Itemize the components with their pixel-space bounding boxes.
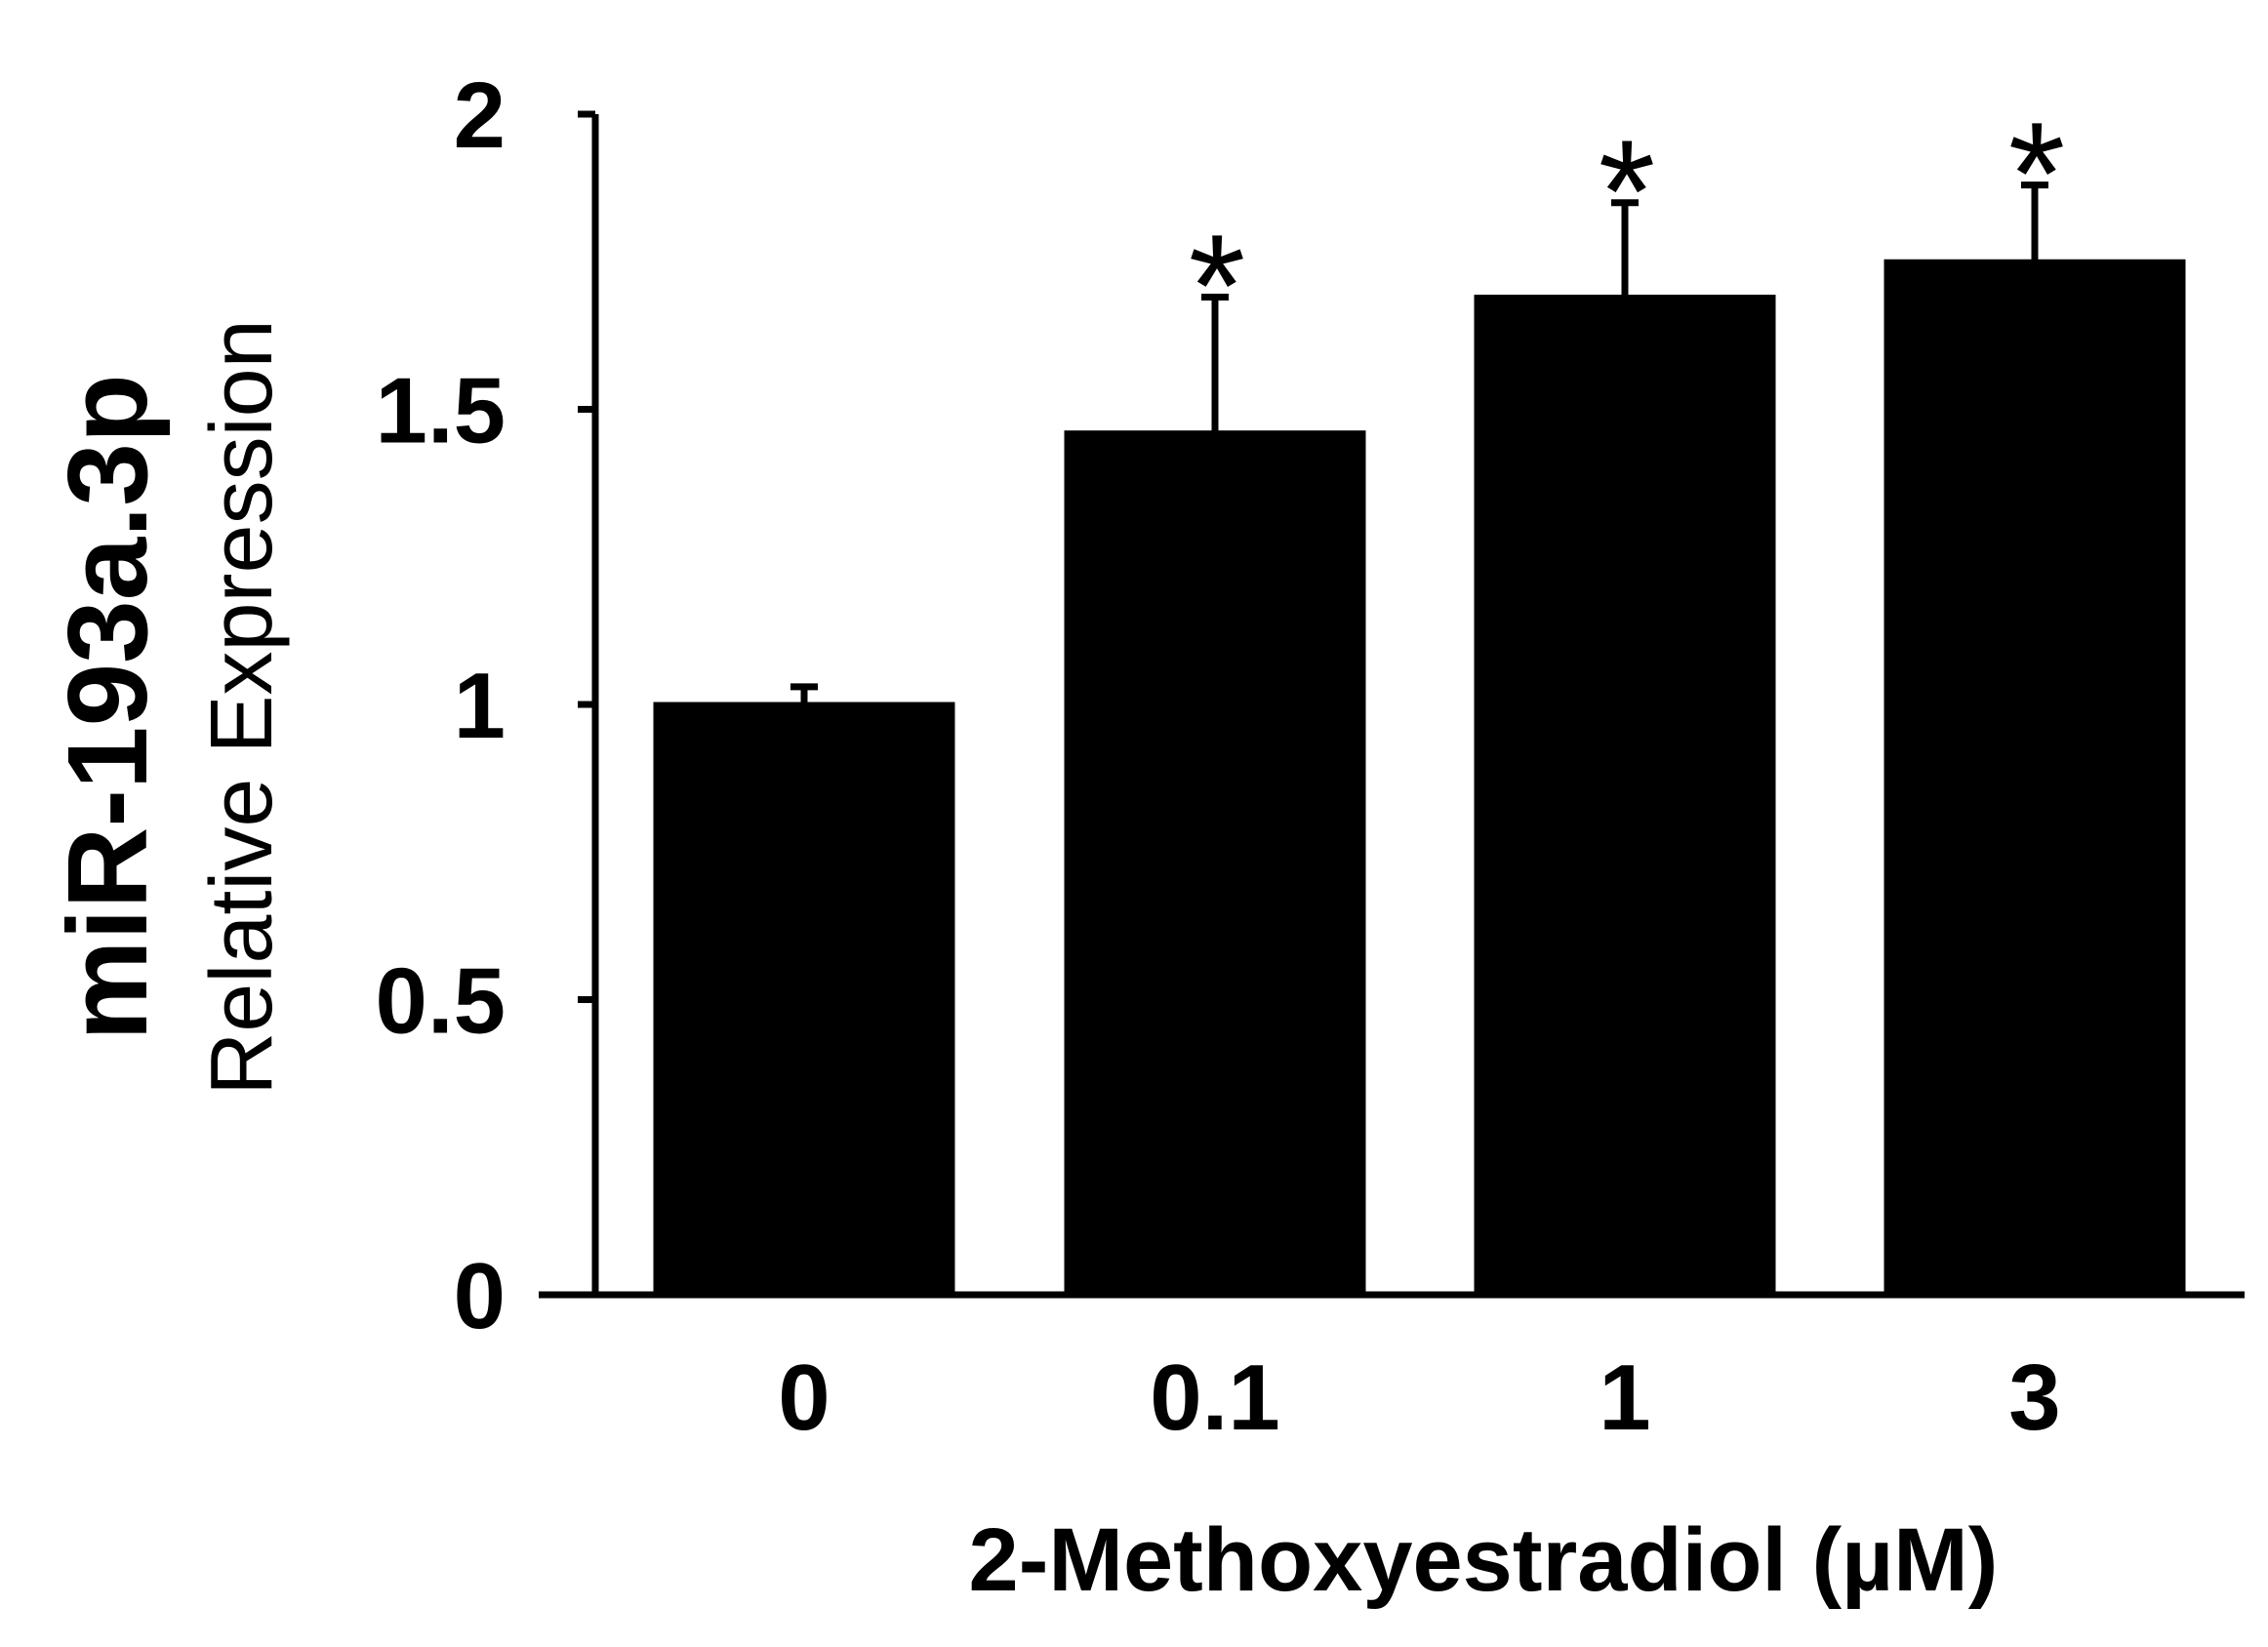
- y-axis-subtitle: Relative Expression: [193, 319, 291, 1095]
- significance-marks-group: * * *: [1189, 92, 2065, 368]
- significance-mark-0.1: *: [1189, 204, 1245, 368]
- x-ticks-group: 0 0.1 1 3: [778, 1346, 2060, 1450]
- y-ticks-group: 0 0.5 1 1.5 2: [376, 63, 595, 1348]
- y-tick-label-0.5: 0.5: [376, 949, 506, 1054]
- bars-group: [653, 259, 2186, 1298]
- bar-0: [653, 702, 955, 1298]
- bar-3: [1883, 259, 2186, 1298]
- x-tick-label-1: 1: [1599, 1346, 1650, 1450]
- error-bars-group: [790, 181, 2048, 704]
- significance-mark-1: *: [1599, 109, 1655, 273]
- y-axis-title: miR-193a.3p: [44, 374, 171, 1040]
- x-tick-label-0.1: 0.1: [1150, 1346, 1279, 1450]
- bar-1: [1474, 295, 1776, 1298]
- bar-0.1: [1064, 430, 1366, 1298]
- x-axis-title: 2-Methoxyestradiol (µM): [969, 1510, 1999, 1610]
- significance-mark-3: *: [2008, 92, 2065, 256]
- y-tick-label-0: 0: [454, 1244, 506, 1348]
- y-tick-label-1.5: 1.5: [376, 359, 506, 463]
- y-tick-label-1: 1: [454, 654, 506, 758]
- x-tick-label-0: 0: [778, 1346, 830, 1450]
- x-tick-label-3: 3: [2008, 1346, 2060, 1450]
- y-tick-label-2: 2: [454, 63, 506, 168]
